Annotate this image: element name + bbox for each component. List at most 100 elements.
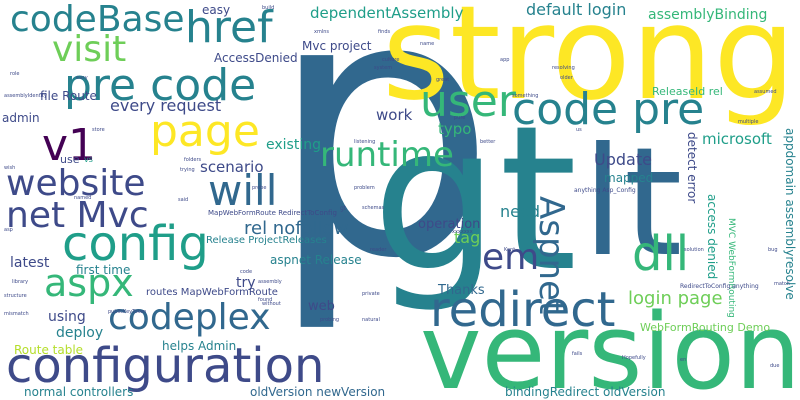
word-codeplex: codeplex	[108, 297, 271, 338]
word-using: using	[48, 309, 86, 325]
word-work: work	[376, 106, 413, 124]
word-mapped: mapped	[604, 171, 654, 185]
word-bug: bug	[768, 247, 778, 253]
word-use: use	[60, 153, 80, 166]
word-aspnet-release: aspnet Release	[270, 253, 362, 267]
word-easy-small: easy	[76, 75, 88, 81]
word-easy: easy	[202, 3, 231, 17]
word-detect-error: detect error	[685, 132, 699, 204]
word-visit: visit	[52, 29, 127, 70]
word-build: build	[262, 5, 275, 11]
word-releaseid-rel: ReleaseId rel	[652, 85, 723, 98]
word-anything-asp-config: anything Asp_Config	[574, 187, 636, 194]
word-href: href	[185, 2, 273, 53]
word-first-time: first time	[76, 263, 131, 277]
word-every-request: every request	[110, 96, 222, 115]
word-better: better	[480, 139, 496, 145]
word-match: match	[774, 281, 790, 287]
word-login-page: login page	[628, 288, 723, 309]
word-tag: tag	[454, 228, 481, 247]
word-kent: Kent	[504, 247, 516, 253]
word-great: great	[436, 77, 450, 83]
word-reader: reader	[370, 247, 387, 253]
word-codebase: codeBase	[10, 0, 185, 40]
word-wish: wish	[4, 165, 16, 171]
word-redirect: redirect	[430, 282, 616, 338]
word-route-table: Route table	[14, 343, 84, 357]
word-named: named	[74, 195, 92, 201]
word-name: name	[420, 41, 435, 47]
word-app: app	[500, 57, 510, 63]
word-runtime: runtime	[320, 135, 454, 175]
word-aspx: aspx	[44, 261, 134, 305]
word-probe: probe	[252, 185, 267, 191]
word-admin: admin	[2, 111, 40, 125]
word-older: older	[560, 75, 573, 81]
word-dependentassembly: dependentAssembly	[310, 4, 464, 22]
word-solution: solution	[684, 247, 704, 253]
word-vs: vs	[84, 155, 93, 164]
word-user: user	[420, 76, 516, 127]
word-pure: pure	[454, 115, 466, 121]
word-hopefully: Hopefully	[622, 355, 646, 361]
word-code-pre: code pre	[512, 84, 705, 135]
word-gt-small: gt	[340, 205, 347, 212]
word-web: web	[308, 299, 335, 314]
word-lt: lt	[582, 116, 683, 290]
word-resolving: resolving	[552, 65, 575, 71]
word-system: system	[374, 65, 393, 71]
word-version: version	[420, 291, 800, 400]
word-role: role	[10, 71, 20, 77]
word-normal-controllers: normal controllers	[24, 385, 134, 399]
word-mvc-project: Mvc project	[302, 39, 372, 53]
word-thanks: Thanks	[438, 283, 485, 298]
word-net-mvc: net Mvc	[6, 195, 149, 236]
word-us: us	[576, 127, 582, 133]
word-folders: folders	[184, 157, 202, 163]
word-publickeytoken: publicKeyToken	[108, 309, 147, 315]
word-typo: typo	[438, 120, 472, 138]
word-aspnet: Aspnet	[531, 196, 571, 315]
word-file-route: file Route	[40, 89, 97, 103]
word-config: config	[62, 216, 209, 272]
word-access-denied: access denied	[705, 194, 719, 280]
word-deploy: deploy	[56, 325, 104, 341]
word-release-projectreleases: Release ProjectReleases	[206, 235, 327, 246]
word-helps-admin: helps Admin	[162, 339, 237, 353]
word-latest: latest	[10, 255, 50, 271]
word-em: em	[482, 237, 540, 278]
word-code: code	[240, 269, 253, 275]
word-try: try	[236, 275, 256, 291]
word-culture: culture	[382, 57, 400, 63]
word-existing: existing	[266, 137, 321, 153]
word-routes-mapwebformroute: routes MapWebFormRoute	[146, 287, 278, 298]
word-mapwebformroute-redirecttoconfig: MapWebFormRoute RedirectToConfig	[208, 209, 337, 217]
word-mismatch: mismatch	[4, 311, 29, 317]
word-library: library	[12, 279, 29, 285]
word-page: page	[150, 106, 260, 157]
word-problem: problem	[354, 185, 375, 191]
word-xmlns: xmlns	[314, 29, 329, 35]
word-pre-code: pre code	[64, 60, 257, 111]
word-en: en	[680, 357, 687, 363]
word-private: private	[362, 291, 380, 297]
word-mvc-webformrouting: MVC WebFormRouting	[726, 218, 736, 318]
word-accessdenied: AccessDenied	[214, 51, 298, 65]
word-will: will	[208, 166, 278, 215]
word-gt: gt	[372, 83, 578, 316]
word-fails: fails	[572, 351, 583, 357]
word-multiple: multiple	[738, 119, 759, 125]
word-structure: structure	[4, 293, 27, 299]
word-strong: strong	[382, 0, 796, 129]
word-scenario: scenario	[200, 158, 264, 176]
word-default-login: default login	[526, 0, 627, 19]
word-assemblyidentity: assemblyIdentity	[4, 93, 47, 99]
word-probing: probing	[320, 317, 340, 323]
word-assembly: assembly	[258, 279, 282, 285]
word-oldversion-newversion: oldVersion newVersion	[250, 385, 386, 399]
word-dll: dll	[632, 226, 690, 282]
word-p: p	[268, 0, 497, 337]
word-update: Update	[594, 150, 652, 169]
word-website: website	[6, 163, 146, 204]
